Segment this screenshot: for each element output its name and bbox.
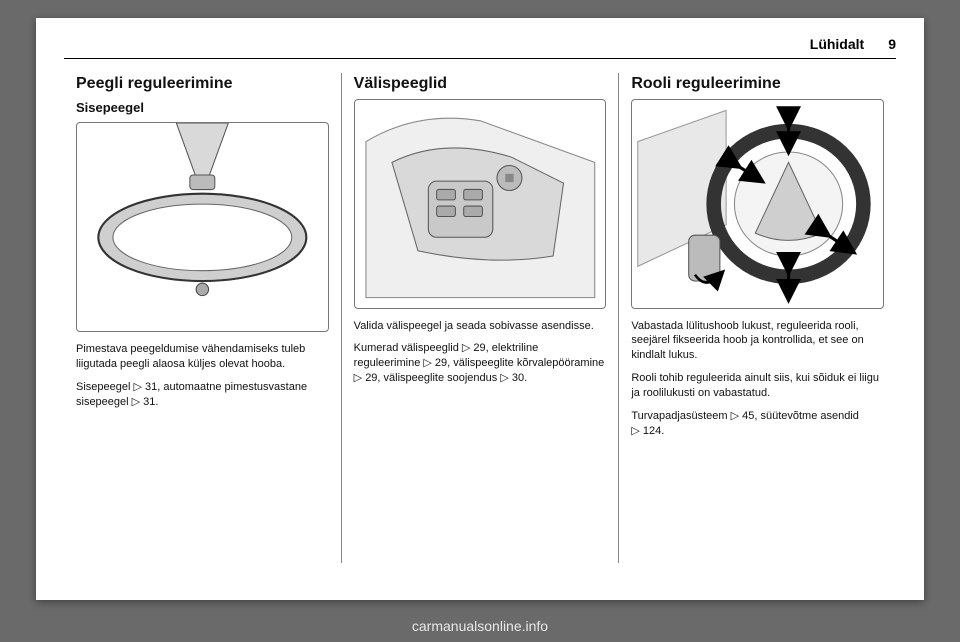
heading-exterior-mirrors: Välispeeglid [354, 73, 607, 95]
txt: 124. [643, 425, 664, 437]
p-mirror-refs: Sisepeegel 31, automaatne pimestusvastan… [76, 380, 329, 410]
ref-icon [423, 357, 435, 369]
txt: 45, süütevõtme asendid [742, 410, 859, 422]
column-exterior-mirrors: Välispeeglid Valida välispeegel ja seada… [341, 73, 619, 563]
txt: 30. [512, 372, 527, 384]
column-steering-adjust: Rooli reguleerimine [618, 73, 896, 563]
p-exterior-refs: Kumerad välispeeglid 29, elektriline reg… [354, 341, 607, 386]
subheading-interior-mirror: Sisepeegel [76, 99, 329, 117]
page-header: Lühidalt 9 [64, 36, 896, 59]
heading-steering-adjust: Rooli reguleerimine [631, 73, 884, 95]
content-columns: Peegli reguleerimine Sisepeegel Pimestav… [64, 73, 896, 563]
ref-icon [731, 410, 743, 422]
illustration-interior-mirror [76, 122, 329, 332]
illustration-steering-wheel [631, 99, 884, 309]
ref-icon [631, 425, 643, 437]
manual-page: Lühidalt 9 Peegli reguleerimine Sisepeeg… [36, 18, 924, 600]
ref-icon [132, 396, 144, 408]
txt: Turvapadjasüsteem [631, 410, 730, 422]
p-select-mirror: Valida välispeegel ja seada sobivasse as… [354, 319, 607, 334]
ref-icon [500, 372, 512, 384]
ref-icon [134, 381, 146, 393]
page-number: 9 [888, 36, 896, 52]
p-only-stationary: Rooli tohib reguleerida ainult siis, kui… [631, 371, 884, 401]
p-steering-refs: Turvapadjasüsteem 45, süütevõtme asendid… [631, 409, 884, 439]
txt: Kumerad välispeeglid [354, 342, 462, 354]
p-mirror-tilt: Pimestava peegeldumise vähendamiseks tul… [76, 342, 329, 372]
ref-icon [354, 372, 366, 384]
steering-wheel-svg [632, 100, 883, 308]
column-mirror-adjust: Peegli reguleerimine Sisepeegel Pimestav… [64, 73, 341, 563]
ref-icon [462, 342, 474, 354]
watermark-footer: carmanualsonline.info [412, 618, 548, 634]
door-controls-svg [355, 100, 606, 308]
interior-mirror-svg [77, 123, 328, 331]
header-label: Lühidalt [810, 36, 864, 52]
txt: 31. [143, 396, 158, 408]
txt: Sisepeegel [76, 381, 134, 393]
txt: 29, välispeeglite soojendus [365, 372, 500, 384]
heading-mirror-adjust: Peegli reguleerimine [76, 73, 329, 95]
p-unlock-lever: Vabastada lülitushoob lukust, reguleerid… [631, 319, 884, 364]
txt: 29, välispeeglite kõrvalepööramine [435, 357, 604, 369]
illustration-door-controls [354, 99, 607, 309]
